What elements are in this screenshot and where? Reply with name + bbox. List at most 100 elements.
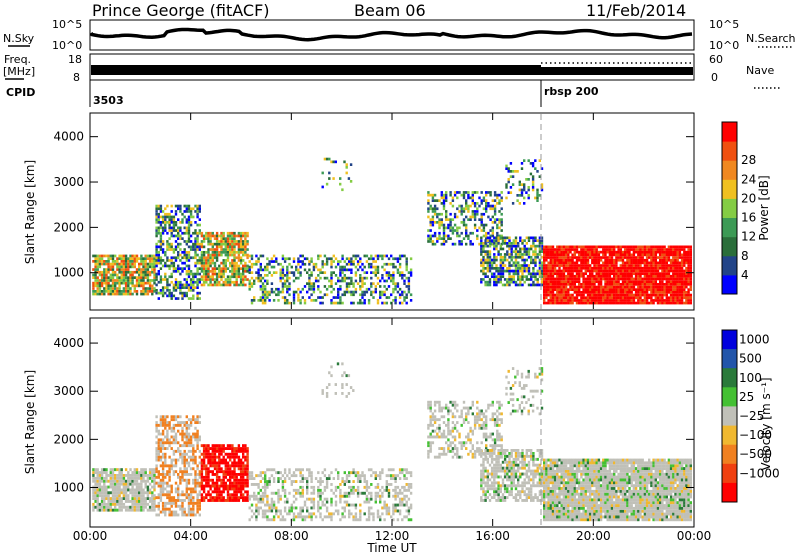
echo-cell: [237, 240, 241, 243]
echo-cell: [645, 301, 649, 305]
echo-cell: [381, 276, 384, 280]
echo-cell: [231, 280, 234, 284]
echo-cell: [116, 268, 119, 271]
echo-cell: [613, 285, 616, 289]
echo-cell: [96, 500, 99, 503]
echo-cell: [656, 301, 660, 305]
echo-cell: [536, 269, 539, 273]
echo-cell: [166, 481, 169, 485]
echo-cell: [181, 501, 184, 505]
echo-cell: [376, 282, 380, 285]
echo-cell: [168, 275, 171, 279]
y-tick-label: 1000: [53, 266, 84, 280]
echo-cell: [172, 470, 176, 474]
echo-cell: [177, 204, 180, 208]
echo-cell: [499, 275, 502, 278]
echo-cell: [527, 186, 530, 189]
echo-cell: [517, 250, 520, 253]
echo-cell: [200, 467, 204, 471]
echo-cell: [525, 269, 528, 273]
echo-cell: [549, 293, 552, 297]
echo-cell: [107, 268, 110, 271]
echo-cell: [185, 490, 188, 494]
echo-cell: [172, 499, 176, 502]
echo-cell: [678, 269, 682, 273]
echo-cell: [547, 293, 550, 297]
echo-cell: [512, 269, 515, 273]
echo-cell: [578, 280, 581, 283]
echo-cell: [194, 461, 197, 465]
echo-cell: [562, 288, 566, 291]
echo-cell: [177, 449, 180, 453]
echo-cell: [140, 474, 143, 477]
echo-cell: [205, 259, 208, 262]
echo-cell: [628, 291, 631, 294]
echo-cell: [352, 285, 355, 288]
echo-cell: [246, 242, 249, 246]
echo-cell: [567, 277, 570, 281]
echo-cell: [222, 490, 225, 494]
echo-cell: [133, 254, 136, 258]
echo-cell: [198, 455, 201, 459]
echo-cell: [111, 479, 115, 483]
echo-cell: [177, 245, 180, 249]
echo-cell: [630, 269, 633, 273]
echo-cell: [224, 283, 227, 287]
echo-cell: [615, 280, 618, 283]
echo-cell: [194, 231, 197, 235]
echo-cell: [643, 277, 647, 281]
echo-cell: [643, 253, 647, 257]
echo-cell: [170, 291, 173, 295]
echo-cell: [606, 285, 609, 289]
echo-cell: [131, 270, 134, 274]
echo-cell: [676, 245, 679, 249]
echo-cell: [517, 278, 520, 281]
echo-cell: [250, 257, 254, 261]
echo-cell: [255, 262, 258, 266]
echo-cell: [578, 301, 581, 305]
echo-cell: [308, 274, 311, 277]
echo-cell: [599, 296, 603, 300]
echo-cell: [196, 237, 199, 240]
echo-cell: [120, 468, 123, 472]
echo-cell: [124, 497, 128, 500]
echo-cell: [589, 269, 592, 273]
echo-cell: [288, 276, 291, 280]
echo-cell: [153, 502, 156, 506]
echo-cell: [661, 285, 664, 289]
echo-cell: [669, 288, 673, 291]
echo-cell: [122, 290, 126, 293]
echo-cell: [142, 491, 145, 495]
echo-cell: [379, 285, 382, 288]
echo-cell: [674, 272, 677, 275]
echo-cell: [484, 280, 487, 284]
echo-cell: [233, 275, 236, 279]
echo-cell: [661, 245, 664, 249]
echo-cell: [155, 234, 158, 238]
echo-cell: [189, 245, 193, 249]
echo-cell: [517, 272, 520, 276]
echo-cell: [142, 494, 145, 498]
echo-cell: [222, 449, 225, 453]
echo-cell: [599, 245, 603, 249]
echo-cell: [508, 236, 511, 240]
echo-cell: [659, 258, 662, 262]
echo-cell: [222, 242, 225, 246]
echo-cell: [226, 280, 230, 284]
echo-cell: [224, 461, 227, 465]
echo-cell: [332, 160, 335, 164]
echo-cell: [431, 223, 435, 227]
echo-cell: [155, 289, 158, 292]
echo-cell: [140, 279, 143, 282]
echo-cell: [161, 421, 165, 424]
echo-cell: [229, 475, 232, 479]
echo-cell: [153, 270, 156, 274]
echo-cell: [499, 280, 502, 284]
echo-cell: [170, 499, 173, 502]
echo-cell: [202, 499, 206, 502]
echo-cell: [514, 242, 518, 245]
echo-cell: [540, 236, 544, 240]
echo-cell: [506, 278, 509, 281]
echo-cell: [122, 281, 126, 285]
echo-cell: [562, 301, 566, 305]
